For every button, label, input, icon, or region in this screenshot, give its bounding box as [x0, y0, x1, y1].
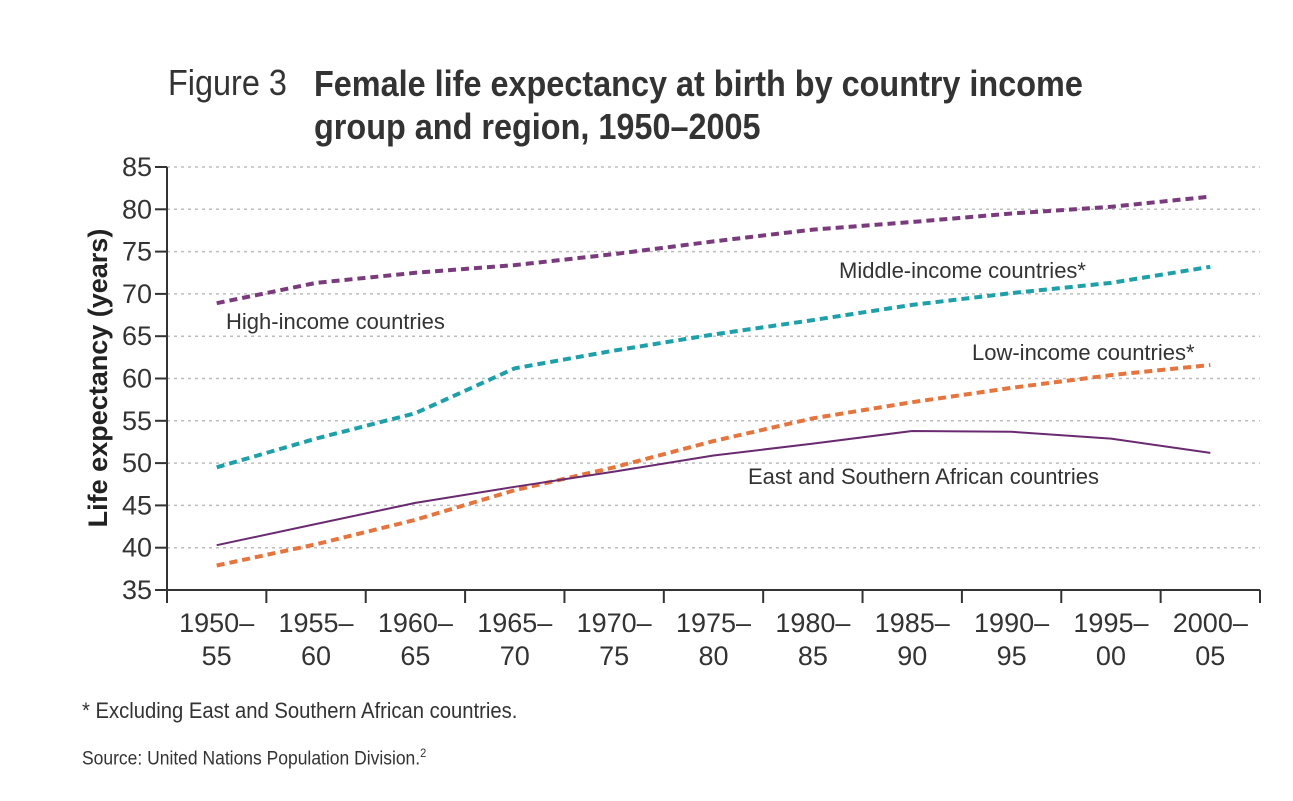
x-tick-label-8-line2: 95: [997, 641, 1027, 671]
y-tick-label-60: 60: [122, 364, 152, 394]
x-tick-label-1-line1: 1955–: [278, 608, 353, 638]
source-superscript: 2: [420, 746, 427, 760]
x-tick-label-6-line1: 1980–: [775, 608, 850, 638]
y-tick-label-65: 65: [122, 321, 152, 351]
x-tick-label-5-line1: 1975–: [676, 608, 751, 638]
footnote: * Excluding East and Southern African co…: [82, 698, 518, 723]
x-tick-label-5-line2: 80: [698, 641, 728, 671]
x-ticks: 1950–55 1955–60 1960–65 1965–70 1970–75 1975–…: [166, 590, 1261, 671]
y-tick-label-75: 75: [122, 237, 152, 267]
x-tick-label-0-line2: 55: [202, 641, 232, 671]
x-tick-label-10-line1: 2000–: [1173, 608, 1248, 638]
x-tick-label-0-line1: 1950–: [179, 608, 254, 638]
x-tick-label-9-line2: 00: [1096, 641, 1126, 671]
x-tick-label-1-line2: 60: [301, 641, 331, 671]
x-tick-label-7-line1: 1985–: [875, 608, 950, 638]
y-tick-label-70: 70: [122, 279, 152, 309]
y-tick-label-80: 80: [122, 194, 152, 224]
y-tick-label-45: 45: [122, 490, 152, 520]
axes: [166, 167, 1260, 603]
gridlines: [167, 166, 1260, 549]
series-line-2: [216, 363, 1211, 568]
source-note: Source: United Nations Population Divisi…: [82, 746, 426, 770]
source-text: Source: United Nations Population Divisi…: [82, 748, 421, 770]
x-tick-label-9-line1: 1995–: [1073, 608, 1148, 638]
x-tick-label-10-line2: 05: [1195, 641, 1225, 671]
y-tick-label-35: 35: [122, 575, 152, 605]
series-line-0: [216, 194, 1211, 306]
series-lines: [216, 194, 1211, 568]
x-tick-label-2-line2: 65: [400, 641, 430, 671]
series-line-3: [216, 430, 1211, 547]
series-line-1: [216, 264, 1211, 470]
y-axis-label: Life expectancy (years): [83, 229, 113, 528]
x-tick-label-8-line1: 1990–: [974, 608, 1049, 638]
y-tick-label-85: 85: [122, 152, 152, 182]
x-tick-label-7-line2: 90: [897, 641, 927, 671]
x-tick-label-2-line1: 1960–: [378, 608, 453, 638]
y-tick-label-55: 55: [122, 406, 152, 436]
y-tick-label-40: 40: [122, 533, 152, 563]
figure-title: Female life expectancy at birth by count…: [314, 63, 1083, 147]
y-tick-label-50: 50: [122, 448, 152, 478]
x-tick-label-4-line2: 75: [599, 641, 629, 671]
label-high-income: High-income countries: [226, 309, 445, 334]
x-tick-label-6-line2: 85: [798, 641, 828, 671]
y-ticks: 35 40 45 50 55 60 65 70 75 80 85: [122, 152, 167, 605]
x-tick-label-4-line1: 1970–: [577, 608, 652, 638]
label-middle-income: Middle-income countries*: [839, 258, 1086, 283]
x-tick-label-3-line2: 70: [500, 641, 530, 671]
x-tick-label-3-line1: 1965–: [477, 608, 552, 638]
label-low-income: Low-income countries*: [972, 340, 1195, 365]
label-east-southern-africa: East and Southern African countries: [748, 464, 1099, 489]
figure-label: Figure 3: [168, 62, 287, 103]
